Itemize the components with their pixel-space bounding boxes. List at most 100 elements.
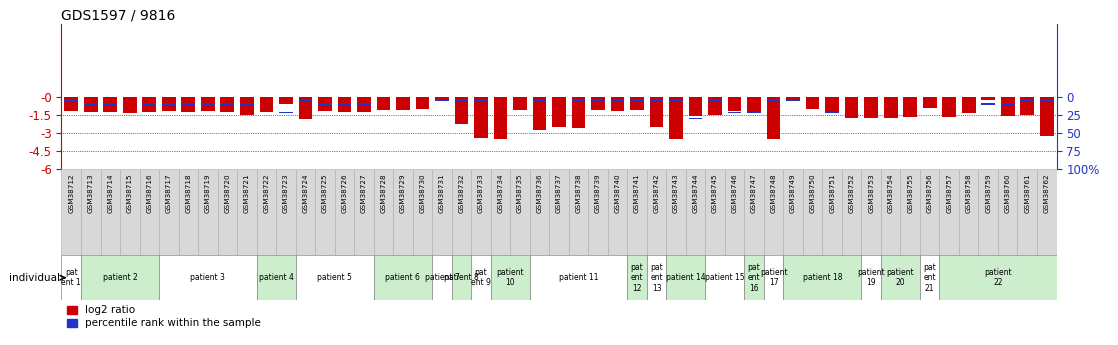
Text: pat
ent
13: pat ent 13	[651, 263, 663, 293]
Bar	[452, 255, 471, 300]
Bar	[724, 169, 745, 255]
Bar	[647, 255, 666, 300]
Bar	[377, 97, 390, 110]
Bar	[631, 97, 644, 110]
Bar	[806, 97, 819, 109]
Text: GSM38762: GSM38762	[1044, 173, 1050, 213]
Bar	[650, 97, 663, 127]
Bar	[571, 99, 586, 101]
Bar	[80, 169, 101, 255]
Text: GSM38759: GSM38759	[985, 173, 992, 213]
Bar	[416, 97, 429, 109]
Text: GSM38738: GSM38738	[576, 173, 581, 213]
Bar	[861, 255, 881, 300]
Bar	[982, 103, 995, 105]
Text: GSM38735: GSM38735	[517, 173, 523, 213]
Bar	[685, 169, 705, 255]
Bar	[142, 103, 157, 105]
Bar	[861, 169, 881, 255]
Bar	[1017, 169, 1038, 255]
Text: patient 15: patient 15	[705, 273, 745, 282]
Bar	[591, 97, 605, 110]
Bar	[142, 97, 157, 112]
Bar	[728, 112, 741, 113]
Bar	[1001, 103, 1014, 105]
Bar	[237, 169, 257, 255]
Text: GSM38733: GSM38733	[479, 173, 484, 213]
Text: patient
19: patient 19	[858, 268, 885, 287]
Bar	[922, 105, 937, 106]
Bar	[280, 97, 293, 105]
Bar	[104, 97, 117, 112]
Bar	[705, 169, 724, 255]
Bar	[961, 97, 976, 113]
Text: GSM38725: GSM38725	[322, 173, 328, 213]
Bar	[220, 103, 234, 105]
Bar	[373, 255, 433, 300]
Bar	[747, 97, 761, 112]
Text: patient 18: patient 18	[803, 273, 842, 282]
Text: patient 14: patient 14	[666, 273, 705, 282]
Text: patient
20: patient 20	[887, 268, 915, 287]
Bar	[767, 97, 780, 139]
Bar	[784, 255, 861, 300]
Bar	[280, 112, 293, 113]
Bar	[318, 97, 332, 111]
Bar	[845, 105, 859, 106]
Bar	[709, 97, 722, 115]
Bar	[670, 97, 683, 139]
Bar	[530, 169, 549, 255]
Bar	[84, 103, 97, 105]
Bar	[201, 97, 215, 111]
Bar	[900, 169, 920, 255]
Bar	[513, 97, 527, 110]
Bar	[494, 97, 508, 139]
Bar	[786, 97, 800, 100]
Text: GSM38728: GSM38728	[380, 173, 387, 213]
Text: GSM38726: GSM38726	[341, 173, 348, 213]
Bar	[65, 97, 78, 111]
Bar	[842, 169, 861, 255]
Bar	[120, 169, 140, 255]
Bar	[61, 255, 80, 300]
Text: GSM38732: GSM38732	[458, 173, 464, 213]
Bar	[474, 99, 487, 101]
Text: GSM38754: GSM38754	[888, 173, 893, 213]
Bar	[240, 97, 254, 115]
Text: GSM38744: GSM38744	[692, 173, 699, 213]
Bar	[276, 169, 295, 255]
Bar	[591, 99, 605, 101]
Bar	[631, 99, 644, 101]
Bar	[257, 169, 276, 255]
Bar	[259, 105, 273, 106]
Bar	[920, 169, 939, 255]
Bar	[647, 169, 666, 255]
Bar	[413, 169, 433, 255]
Bar	[140, 169, 159, 255]
Bar	[903, 105, 917, 106]
Bar	[1001, 97, 1014, 116]
Text: patient 7: patient 7	[425, 273, 459, 282]
Bar	[1021, 99, 1034, 101]
Text: patient
22: patient 22	[984, 268, 1012, 287]
Bar	[338, 103, 351, 105]
Bar	[803, 169, 823, 255]
Bar	[728, 97, 741, 111]
Bar	[104, 103, 117, 105]
Bar	[123, 97, 136, 113]
Text: GSM38715: GSM38715	[126, 173, 133, 213]
Bar	[532, 97, 547, 130]
Bar	[610, 97, 624, 111]
Bar	[455, 97, 468, 125]
Bar	[922, 97, 937, 108]
Bar	[884, 105, 898, 106]
Bar	[532, 99, 547, 101]
Bar	[334, 169, 354, 255]
Text: patient 4: patient 4	[258, 273, 294, 282]
Bar	[627, 169, 647, 255]
Bar	[666, 255, 705, 300]
Text: GSM38717: GSM38717	[165, 173, 172, 213]
Bar	[823, 169, 842, 255]
Bar	[198, 169, 218, 255]
Text: patient
17: patient 17	[760, 268, 787, 287]
